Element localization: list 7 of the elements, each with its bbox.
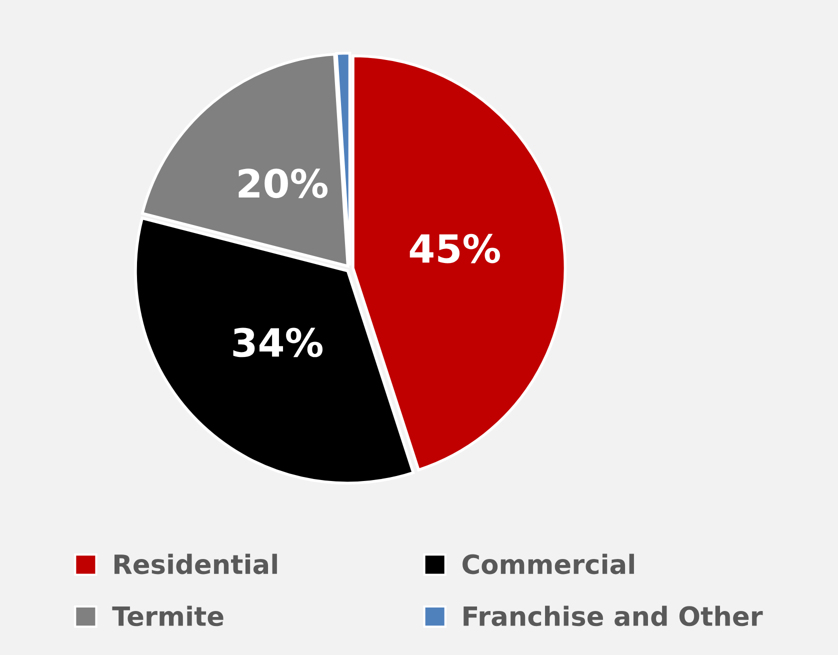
legend-label: Franchise and Other (464, 606, 763, 626)
legend-label: Residential (114, 554, 277, 574)
data-label: 20% (238, 168, 328, 198)
legend-label: Commercial (462, 554, 634, 574)
data-label: 34% (233, 328, 323, 358)
data-label: 45% (410, 234, 500, 264)
legend-label: Termite (112, 606, 224, 626)
